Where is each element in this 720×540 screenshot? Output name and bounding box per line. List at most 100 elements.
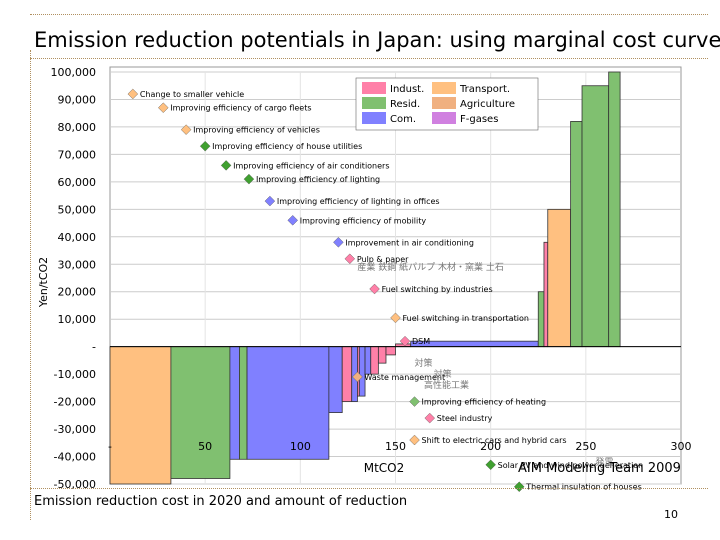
page-number: 10: [664, 508, 678, 521]
annotations: Change to smaller vehicle Improving effic…: [127, 88, 644, 492]
x-tick-label: 50: [198, 440, 212, 453]
y-tick-label: 70,000: [58, 148, 97, 161]
y-axis-label: Yen/tCO2: [37, 257, 50, 308]
annotation-marker: [333, 237, 344, 248]
x-tick-label: 100: [290, 440, 311, 453]
annotation-label: Thermal insulation of houses: [525, 483, 642, 492]
x-tick-label: -: [108, 440, 112, 453]
annotation-marker: [243, 173, 255, 185]
annotation-label: DSM: [412, 337, 430, 346]
annotation-marker: [409, 434, 420, 446]
bar: [608, 71, 621, 348]
bar: [170, 346, 231, 479]
y-tick-label: -: [92, 341, 96, 354]
y-tick-label: -20,000: [54, 396, 96, 409]
bar: [229, 346, 240, 460]
annotation-label: Improving efficiency of lighting in offi…: [277, 197, 440, 206]
legend-swatch: [432, 97, 456, 109]
mac-chart: 100,000 90,000 80,000 70,000 60,000 50,000 40,…: [37, 66, 692, 492]
legend-swatch: [362, 97, 386, 109]
annotation-marker: [127, 88, 139, 100]
annotation-label: Improving efficiency of vehicles: [193, 126, 320, 135]
bar: [341, 346, 353, 402]
legend-swatch: [362, 82, 386, 94]
annotation-marker: [485, 459, 496, 471]
annotation-label: Improving efficiency of air conditioners: [233, 161, 389, 170]
y-tick-label: 50,000: [58, 203, 97, 216]
bottom-rule: [30, 488, 708, 490]
team-credit: AIM Modeling Team 2009: [518, 461, 681, 476]
annotation-marker: [287, 215, 298, 226]
legend-swatch: [432, 82, 456, 94]
bar: [570, 121, 583, 348]
y-tick-label: 90,000: [58, 93, 97, 106]
bar: [581, 85, 610, 348]
y-tick-label: -40,000: [54, 451, 96, 464]
bar: [358, 346, 366, 397]
legend-label: Resid.: [390, 99, 420, 110]
annotation-marker: [344, 253, 356, 265]
bar: [547, 208, 572, 348]
legend-swatch: [362, 112, 386, 124]
legend: Indust. Resid. Com. Transport. Agriculture F-…: [355, 77, 539, 131]
annotation-label: Improving efficiency of house utilities: [212, 142, 362, 151]
top-rule: [30, 14, 708, 16]
annotation-label: Fuel switching by industries: [382, 285, 493, 294]
annotation-marker: [220, 160, 232, 171]
annotation-label: Improving efficiency of heating: [422, 398, 547, 407]
bar: [537, 291, 545, 348]
y-tick-label: 60,000: [58, 176, 97, 189]
annotation-marker: [390, 312, 401, 324]
annotation-marker: [513, 481, 525, 492]
cjk-label: 発電: [595, 456, 613, 468]
cjk-label: 産業 鉄鋼 紙パルプ 木材・窯業 土石: [357, 261, 503, 273]
y-tick-label: 80,000: [58, 121, 97, 134]
annotation-label: Steel industry: [437, 414, 493, 423]
y-tick-label: 30,000: [58, 258, 97, 271]
annotation-label: Change to smaller vehicle: [140, 90, 244, 99]
legend-label: Indust.: [390, 84, 424, 95]
x-tick-label: 300: [671, 440, 692, 453]
annotation-label: Fuel switching in transportation: [403, 314, 529, 323]
annotation-label: Waste management: [364, 373, 445, 382]
legend-swatch: [432, 112, 456, 124]
y-tick-label: 40,000: [58, 231, 97, 244]
annotation-marker: [199, 140, 211, 152]
cjk-label: 対策: [434, 368, 452, 380]
slide-title: Emission reduction potentials in Japan: …: [34, 28, 720, 52]
cjk-label: 高性能工業: [424, 379, 469, 391]
bar: [370, 346, 379, 375]
bar: [109, 346, 172, 485]
left-rule: [30, 50, 32, 520]
annotation-label: Improving efficiency of cargo fleets: [170, 104, 311, 113]
annotation-label: Shift to electric cars and hybrid cars: [422, 436, 567, 445]
y-tick-label: 20,000: [58, 286, 97, 299]
slide-caption: Emission reduction cost in 2020 and amou…: [34, 494, 408, 509]
x-tick-label: 250: [575, 440, 596, 453]
annotation-label: Improving efficiency of mobility: [300, 216, 427, 225]
legend-label: F-gases: [460, 114, 498, 125]
y-tick-labels: 100,000 90,000 80,000 70,000 60,000 50,000 40,…: [51, 66, 97, 491]
y-tick-label: 10,000: [58, 313, 97, 326]
x-tick-labels: - 50 100 150 200 250 300: [108, 440, 691, 453]
annotation-marker: [352, 371, 363, 383]
bar: [246, 346, 330, 460]
y-tick-label: 100,000: [51, 66, 97, 79]
bar: [385, 346, 396, 356]
bars: [109, 71, 621, 485]
annotation-marker: [424, 412, 435, 424]
annotation-marker: [158, 102, 169, 113]
x-tick-label: 200: [480, 440, 501, 453]
annotation-marker: [369, 283, 380, 295]
annotation-label: Improvement in air conditioning: [345, 238, 474, 247]
y-tick-label: -10,000: [54, 368, 96, 381]
title-rule: [30, 58, 708, 60]
y-tick-label: -50,000: [54, 478, 96, 491]
annotation-label: Improving efficiency of lighting: [256, 175, 380, 184]
legend-label: Transport.: [459, 84, 510, 95]
annotation-marker: [264, 195, 276, 207]
bar: [364, 346, 372, 375]
annotation-label: Solar PV and wind power generation: [498, 461, 644, 470]
x-tick-label: 150: [385, 440, 406, 453]
